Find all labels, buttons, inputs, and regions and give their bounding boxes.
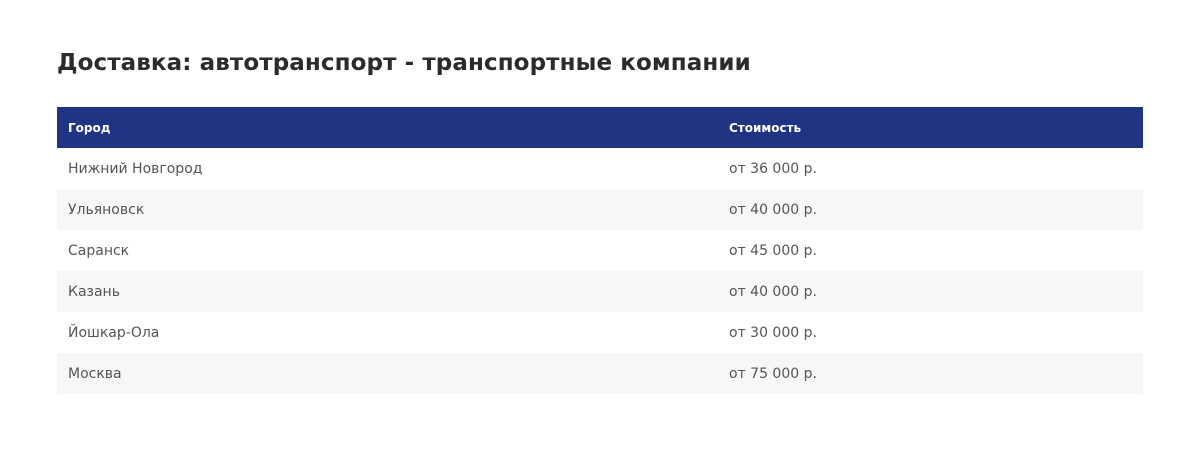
column-header-cost: Стоимость — [718, 107, 1143, 148]
page-title: Доставка: автотранспорт - транспортные к… — [57, 50, 751, 76]
table-row: Нижний Новгород от 36 000 р. — [57, 148, 1143, 189]
table-row: Казань от 40 000 р. — [57, 271, 1143, 312]
city-cell: Йошкар-Ола — [68, 324, 160, 341]
delivery-table: Город Стоимость Нижний Новгород от 36 000… — [57, 107, 1143, 394]
column-header-city: Город — [57, 107, 718, 148]
city-cell: Нижний Новгород — [68, 160, 203, 177]
city-cell: Ульяновск — [57, 189, 718, 230]
cost-cell: от 40 000 р. — [718, 189, 1143, 230]
table-row: Йошкар-Ола от 30 000 р. — [57, 312, 1143, 353]
table-row: Ульяновск от 40 000 р. — [57, 189, 1143, 230]
city-cell: Казань — [57, 271, 718, 312]
cost-cell: от 30 000 р. — [729, 324, 817, 341]
cost-cell: от 45 000 р. — [729, 242, 817, 259]
city-cell: Москва — [57, 353, 718, 394]
table-row: Москва от 75 000 р. — [57, 353, 1143, 394]
city-cell: Саранск — [68, 242, 130, 259]
table-header-row: Город Стоимость — [57, 107, 1143, 148]
cost-cell: от 75 000 р. — [718, 353, 1143, 394]
cost-cell: от 40 000 р. — [718, 271, 1143, 312]
table-row: Саранск от 45 000 р. — [57, 230, 1143, 271]
cost-cell: от 36 000 р. — [729, 160, 817, 177]
